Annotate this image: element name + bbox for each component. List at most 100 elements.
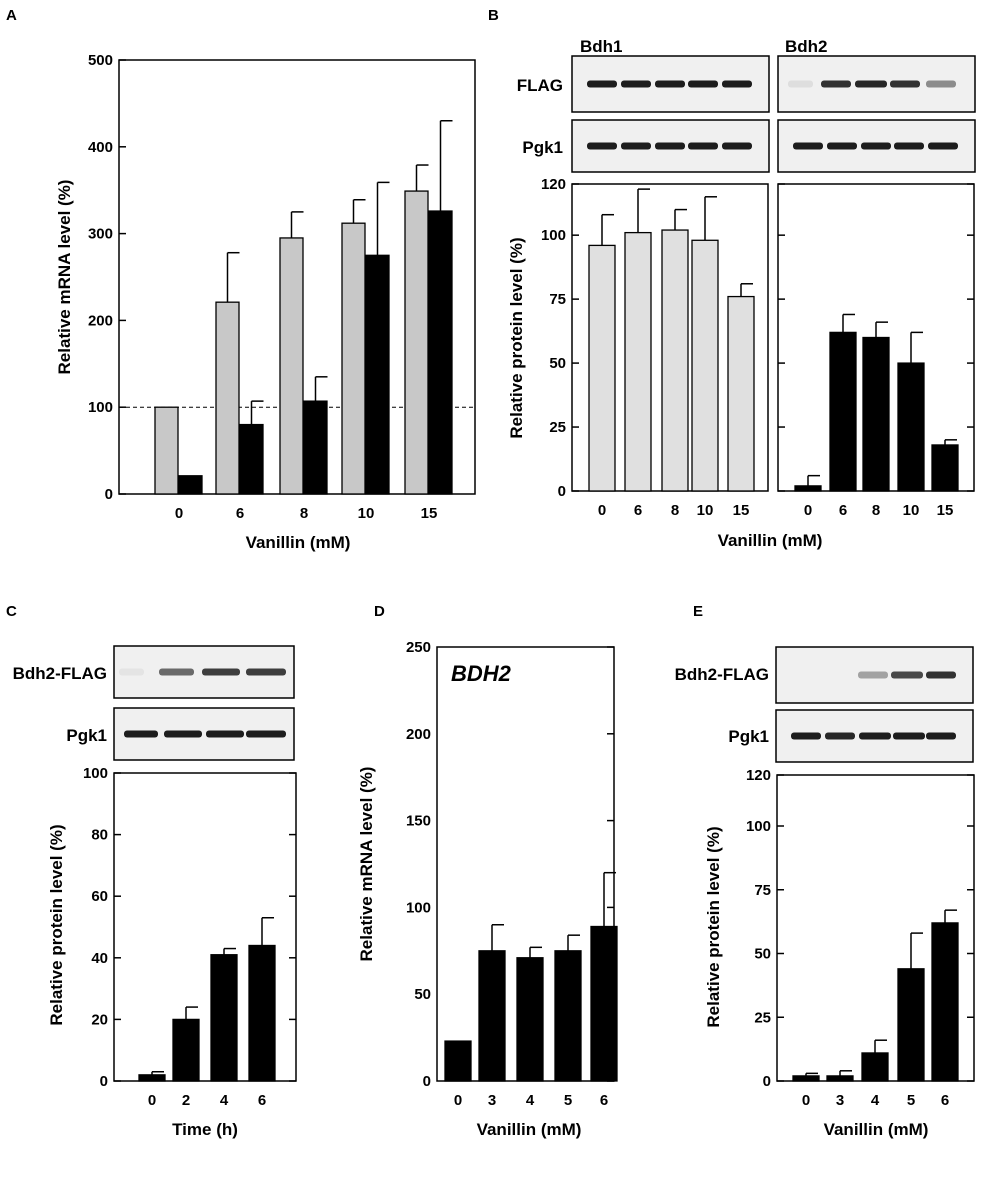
x-tick-label: 8 (300, 505, 308, 522)
blot-band (621, 142, 651, 150)
x-tick-label: 2 (182, 1092, 190, 1109)
blot-band (159, 668, 194, 676)
y-tick-label: 150 (406, 813, 431, 830)
x-tick-label: 6 (839, 502, 847, 519)
y-tick-label: 100 (746, 818, 771, 835)
x-tick-label: 6 (236, 505, 244, 522)
y-tick-label: 50 (414, 986, 431, 1003)
bar-bdh2-15 (931, 444, 959, 492)
blot-band (688, 142, 718, 150)
y-tick-label: 20 (91, 1011, 108, 1028)
bar-bdh1-15 (727, 295, 755, 492)
bar-bdh2-flag-4 (861, 1052, 889, 1082)
blot-band (855, 80, 887, 88)
x-tick-label: 3 (836, 1092, 844, 1109)
x-tick-label: 0 (148, 1092, 156, 1109)
y-tick-label: 0 (105, 486, 113, 503)
blot-band (926, 671, 956, 679)
blot-band (793, 142, 823, 150)
y-tick-label: 200 (406, 726, 431, 743)
western-blot-bdh1-pgk1 (571, 119, 770, 173)
blot-band (891, 671, 923, 679)
bar-bdh2-flag-4 (210, 954, 238, 1082)
x-tick-label: 15 (421, 505, 438, 522)
blot-band (893, 732, 925, 740)
chart-b-left: 0 25 50 75 100 120 0 6 8 10 15 Relative protein lev… (507, 176, 769, 519)
x-tick-label: 15 (937, 502, 954, 519)
bar-bdh2-8 (862, 336, 890, 492)
bar-bdh2-0 (444, 1040, 472, 1082)
blot-b-row1-label: FLAG (517, 76, 563, 95)
x-axis-title: Vanillin (mM) (824, 1120, 929, 1139)
panel-label-c: C (6, 603, 17, 620)
blot-band (928, 142, 958, 150)
blot-band (688, 80, 718, 88)
blot-band (587, 142, 617, 150)
y-tick-label: 0 (763, 1073, 771, 1090)
blot-band (206, 730, 244, 738)
x-tick-label: 8 (872, 502, 880, 519)
bar-bdh1-8 (661, 229, 689, 492)
y-tick-label: 75 (549, 291, 566, 308)
western-blot-bdh2-flag (777, 55, 976, 113)
western-blot-bdh2-pgk1 (777, 119, 976, 173)
x-axis-title: Vanillin (mM) (246, 533, 351, 552)
x-tick-label: 0 (454, 1092, 462, 1109)
y-tick-label: 80 (91, 827, 108, 844)
y-tick-label: 120 (541, 176, 566, 193)
chart-d: 0 50 100 150 200 250 0 3 4 5 6 Relative mRNA level … (357, 639, 618, 1139)
western-blot-e-pgk1 (775, 709, 974, 763)
x-axis-title: Time (h) (172, 1120, 238, 1139)
bar-bdh2-3 (478, 950, 506, 1082)
blot-band (825, 732, 855, 740)
blot-e-row1-label: Bdh2-FLAG (675, 665, 769, 684)
blot-band (119, 668, 144, 676)
y-tick-label: 500 (88, 52, 113, 69)
x-tick-label: 3 (488, 1092, 496, 1109)
blot-band (890, 80, 920, 88)
bar-bdh2-flag-2 (172, 1018, 200, 1082)
y-tick-label: 50 (754, 946, 771, 963)
y-tick-label: 100 (406, 899, 431, 916)
blot-band (894, 142, 924, 150)
x-tick-label: 10 (358, 505, 375, 522)
blot-band (655, 80, 685, 88)
blot-c-row1-label: Bdh2-FLAG (13, 664, 107, 683)
bar-bdh2-5 (554, 950, 582, 1082)
y-tick-label: 0 (100, 1073, 108, 1090)
y-axis-title: Relative protein level (%) (507, 237, 526, 438)
blot-band (246, 668, 286, 676)
y-tick-label: 25 (754, 1009, 771, 1026)
y-tick-label: 75 (754, 882, 771, 899)
x-tick-label: 4 (220, 1092, 229, 1109)
blot-band (246, 730, 286, 738)
chart-b-right: 0 6 8 10 15 (777, 183, 975, 519)
bar-bdh2-flag-0 (138, 1074, 166, 1082)
x-tick-label: 8 (671, 502, 679, 519)
y-tick-label: 400 (88, 139, 113, 156)
bar-dark-10 (365, 254, 390, 495)
blot-band (621, 80, 651, 88)
bar-light-15 (404, 190, 429, 495)
bar-dark-6 (239, 423, 264, 495)
x-tick-label: 0 (598, 502, 606, 519)
blot-band (164, 730, 202, 738)
y-tick-label: 100 (83, 765, 108, 782)
western-blot-e-bdh2-flag (775, 646, 974, 704)
y-tick-label: 100 (541, 227, 566, 244)
y-tick-label: 100 (88, 399, 113, 416)
blot-band (926, 80, 956, 88)
panel-label-b: B (488, 7, 499, 24)
bar-bdh2-4 (516, 957, 544, 1082)
panel-label-e: E (693, 603, 703, 620)
blot-band (861, 142, 891, 150)
panel-label-d: D (374, 603, 385, 620)
x-tick-label: 10 (903, 502, 920, 519)
western-blot-bdh1-flag (571, 55, 770, 113)
blot-band (124, 730, 158, 738)
bar-bdh2-10 (897, 362, 925, 492)
blot-band (858, 671, 888, 679)
bar-light-6 (215, 301, 240, 495)
y-axis-title: Relative protein level (%) (47, 824, 66, 1025)
y-tick-label: 120 (746, 767, 771, 784)
